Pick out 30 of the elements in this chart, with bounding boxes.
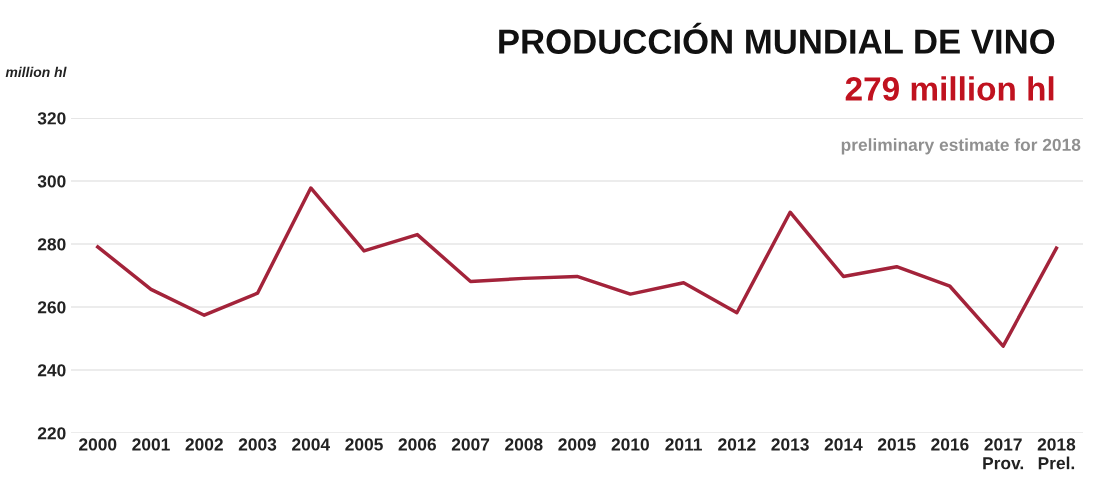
chart-subtitle: 279 million hl [845,76,1054,101]
x-tick-label: 2010 [611,438,649,451]
y-tick-label: 240 [37,364,66,377]
x-tick-label: 2001 [132,438,170,451]
x-tick-label: 2003 [238,438,277,451]
x-tick-label: 2016 [931,438,969,451]
x-tick-label: 2012 [718,438,756,451]
y-axis-title: million hl [5,66,67,78]
y-tick-label: 260 [37,301,66,314]
x-tick-label: 2000 [79,438,117,451]
x-tick-label: 2008 [505,438,543,451]
x-tick-label: 2005 [345,438,383,451]
annotation: preliminary estimate for 2018 [841,138,1081,155]
x-tick-label: 2018 Prel. [1037,438,1076,470]
y-tick-label: 280 [37,238,66,251]
x-tick-label: 2017 Prov. [983,438,1024,470]
x-tick-label: 2009 [558,438,596,451]
x-tick-label: 2011 [665,438,702,451]
x-tick-label: 2002 [185,438,223,451]
line-series [96,186,1059,348]
x-tick-label: 2007 [451,438,490,451]
y-tick-label: 320 [37,112,66,125]
x-tick-label: 2015 [877,438,916,451]
x-tick-label: 2006 [398,438,436,451]
y-tick-label: 220 [37,427,66,440]
x-tick-label: 2004 [292,438,330,451]
chart-title: PRODUCCIÓN MUNDIAL DE VINO [499,22,1055,54]
y-tick-label: 300 [37,175,66,188]
x-tick-label: 2013 [771,438,809,451]
x-tick-label: 2014 [824,438,863,451]
